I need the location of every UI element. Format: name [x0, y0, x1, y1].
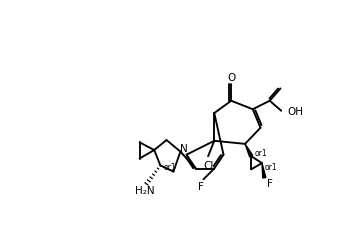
- Text: or1: or1: [255, 148, 268, 157]
- Text: F: F: [198, 181, 204, 191]
- Polygon shape: [245, 144, 253, 157]
- Text: N: N: [179, 143, 187, 153]
- Text: OH: OH: [288, 106, 304, 116]
- Text: F: F: [268, 178, 273, 188]
- Text: Cl: Cl: [203, 161, 213, 171]
- Text: or1: or1: [265, 162, 278, 171]
- Text: or1: or1: [163, 162, 176, 171]
- Text: O: O: [227, 73, 236, 82]
- Text: H₂N: H₂N: [135, 185, 155, 195]
- Polygon shape: [262, 163, 266, 178]
